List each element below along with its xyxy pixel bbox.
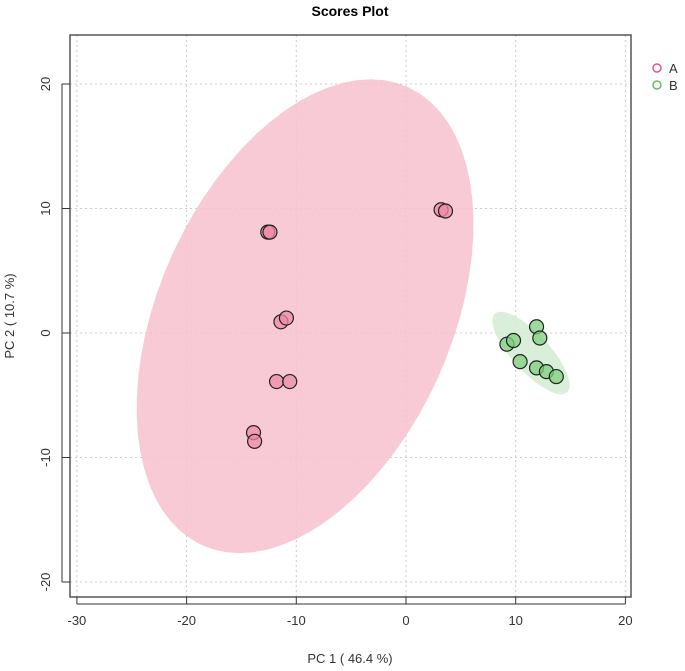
axes: -30 -20 -10 0 10 20 -20 -10 0 10 20 (38, 77, 633, 628)
point-A (282, 373, 298, 390)
point-B (505, 332, 522, 349)
x-tick-label: 20 (618, 613, 632, 628)
point-A (262, 224, 278, 240)
x-tick-label: -10 (287, 613, 306, 628)
y-tick-label: 10 (38, 201, 53, 215)
plot-frame (69, 34, 632, 598)
point-A (268, 373, 285, 390)
point-A (247, 433, 263, 449)
point-B (532, 330, 548, 346)
y-axis-label: PC 2 ( 10.7 %) (2, 273, 17, 358)
legend-label-A: A (669, 61, 678, 76)
legend-marker-B (652, 80, 662, 90)
legend-label-B: B (669, 78, 678, 93)
legend: AB (652, 61, 678, 93)
x-axis-label: PC 1 ( 46.4 %) (307, 651, 392, 666)
point-A (437, 203, 454, 219)
y-tick-label: -10 (38, 448, 53, 467)
x-tick-label: -30 (68, 613, 87, 628)
point-A (278, 310, 295, 326)
ellipse-A (136, 79, 474, 554)
x-tick-label: 0 (402, 613, 409, 628)
point-B (512, 354, 528, 370)
point-B (548, 368, 564, 385)
x-tick-label: 10 (508, 613, 522, 628)
y-tick-label: -20 (38, 573, 53, 592)
x-tick-label: -20 (177, 613, 196, 628)
chart-title: Scores Plot (311, 3, 388, 19)
y-tick-label: 0 (38, 329, 53, 336)
confidence-ellipses (136, 79, 570, 554)
y-tick-label: 20 (38, 77, 53, 91)
points (245, 202, 564, 449)
legend-marker-A (652, 63, 662, 73)
